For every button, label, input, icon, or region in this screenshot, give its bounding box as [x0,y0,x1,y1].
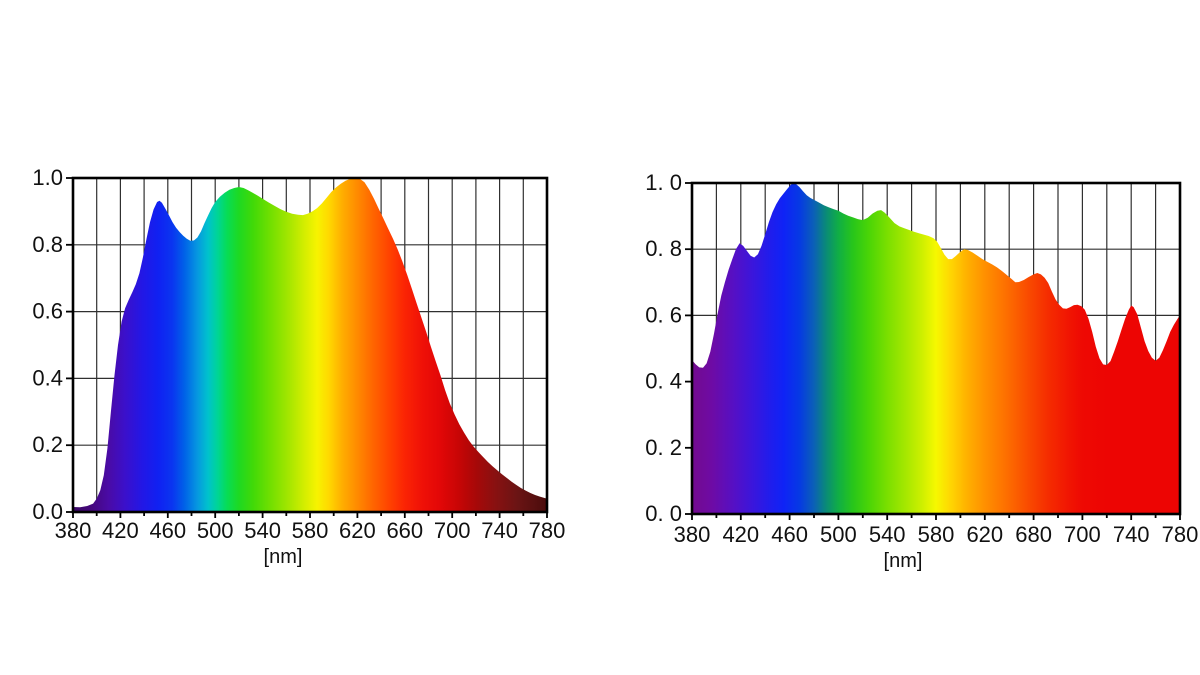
x-tick-label: 420 [722,522,759,547]
y-tick-labels: 0. 0 0. 2 0. 4 0. 6 0. 8 1. 0 [645,170,682,526]
x-tick-label: 580 [292,518,329,543]
x-tick-label: 420 [102,518,139,543]
x-tick-label: 620 [339,518,376,543]
y-tick-label: 0.8 [32,232,63,257]
x-axis-unit-label: [nm] [884,550,923,572]
y-tick-label: 1.0 [32,165,63,190]
y-tick-label: 0.0 [32,499,63,524]
y-tick-label: 0. 2 [645,435,682,460]
axis-ticks [66,177,548,518]
x-tick-label: 540 [869,522,906,547]
x-tick-label: 780 [1162,522,1199,547]
axis-ticks [685,182,1181,520]
x-tick-labels: 380 420 460 500 540 580 620 660 700 740 780 [55,518,566,543]
x-tick-label: 380 [674,522,711,547]
y-tick-label: 0.2 [32,432,63,457]
y-tick-label: 0. 4 [645,369,682,394]
y-tick-labels: 0.0 0.2 0.4 0.6 0.8 1.0 [32,165,63,524]
y-tick-label: 0. 0 [645,501,682,526]
x-tick-label: 740 [1113,522,1150,547]
y-tick-label: 1. 0 [645,170,682,195]
x-axis-unit-label: [nm] [264,546,303,568]
x-tick-label: 740 [481,518,518,543]
x-tick-label: 460 [771,522,808,547]
y-tick-label: 0.6 [32,299,63,324]
x-tick-label: 780 [529,518,566,543]
spectrum-area [692,183,1180,514]
x-tick-label: 580 [918,522,955,547]
x-tick-label: 500 [820,522,857,547]
spectrum-area [73,178,547,512]
x-tick-label: 680 [1015,522,1052,547]
x-tick-label: 380 [55,518,92,543]
x-tick-label: 540 [244,518,281,543]
y-tick-label: 0. 6 [645,302,682,327]
x-tick-label: 620 [966,522,1003,547]
y-tick-label: 0. 8 [645,236,682,261]
x-tick-label: 660 [386,518,423,543]
x-tick-label: 460 [149,518,186,543]
x-tick-labels: 380 420 460 500 540 580 620 680 700 740 780 [674,522,1199,547]
x-tick-label: 500 [197,518,234,543]
x-tick-label: 700 [1064,522,1101,547]
y-tick-label: 0.4 [32,365,63,390]
x-tick-label: 700 [434,518,471,543]
